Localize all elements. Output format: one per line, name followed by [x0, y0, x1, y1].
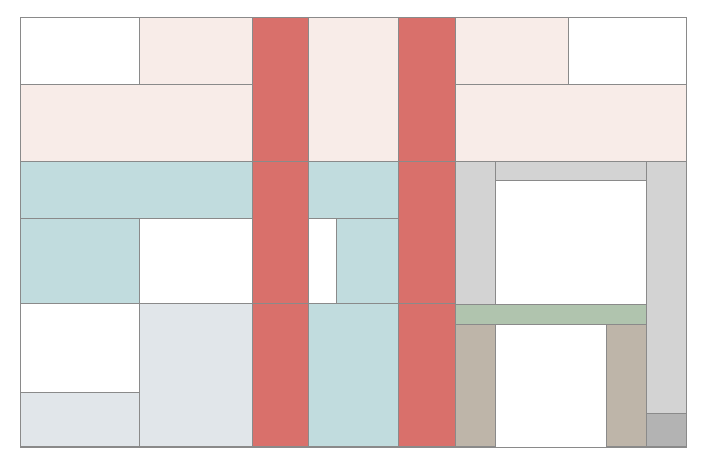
teal-block-center-right — [336, 218, 399, 304]
green-beam — [455, 304, 647, 325]
gray-frame-right-post — [646, 161, 687, 414]
taupe-post-left — [455, 324, 496, 447]
teal-block-left-upper — [20, 161, 253, 219]
pink-block-left-wide — [20, 84, 253, 162]
slate-block-bottom-left-strip — [20, 392, 140, 447]
pink-block-center — [308, 17, 399, 162]
red-column-right — [398, 17, 456, 447]
teal-block-center-upper — [308, 161, 399, 219]
red-column-left — [252, 17, 309, 447]
gray-frame-top-bar — [495, 161, 647, 181]
dark-gray-corner-block — [646, 413, 687, 447]
slate-block-bottom-center-left — [139, 303, 253, 447]
teal-block-bottom-center — [308, 303, 399, 447]
gray-frame-left-post — [455, 161, 496, 305]
pink-block-right-wide — [455, 84, 687, 162]
taupe-post-right — [606, 324, 647, 447]
teal-block-left-lower — [20, 218, 140, 304]
